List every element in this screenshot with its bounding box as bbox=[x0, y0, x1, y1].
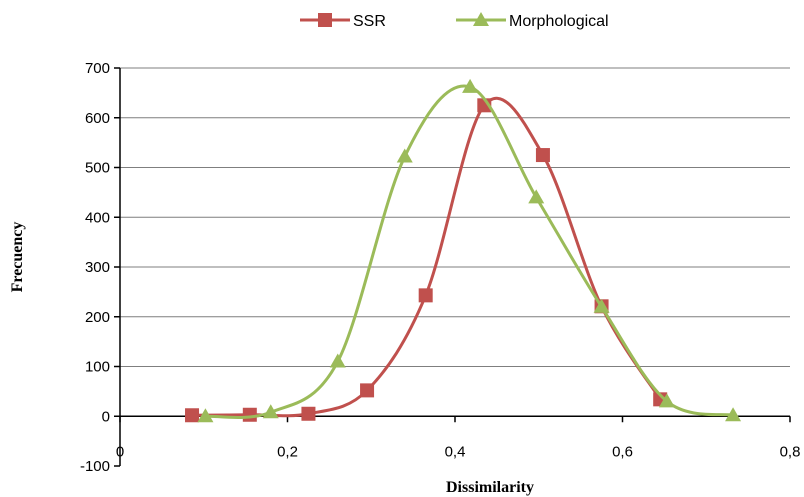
x-tick-label: 0,4 bbox=[445, 443, 466, 460]
y-tick-label: 0 bbox=[102, 408, 110, 425]
data-point-ssr bbox=[301, 406, 316, 421]
x-tick-label: 0,8 bbox=[780, 443, 801, 460]
y-tick-label: 100 bbox=[85, 359, 110, 376]
legend-marker-ssr bbox=[318, 13, 332, 27]
data-point-morphological bbox=[197, 408, 214, 423]
y-tick-label: 500 bbox=[85, 160, 110, 177]
data-point-ssr bbox=[185, 408, 200, 423]
legend-label-morphological: Morphological bbox=[509, 13, 609, 30]
data-point-morphological bbox=[462, 78, 479, 93]
data-point-ssr bbox=[535, 148, 550, 163]
data-point-morphological bbox=[329, 353, 346, 368]
data-point-morphological bbox=[593, 298, 610, 313]
gridlines bbox=[120, 67, 790, 367]
tick-labels: -100 0 100 200 300 400 500 600 700 0 0,2 0,4 0,6 0,8 bbox=[80, 60, 800, 475]
data-point-ssr bbox=[418, 288, 433, 303]
y-tick-label: 200 bbox=[85, 309, 110, 326]
legend: SSR Morphological bbox=[300, 12, 609, 30]
y-tick-label: -100 bbox=[80, 458, 110, 475]
data-point-morphological bbox=[262, 404, 279, 419]
data-point-morphological bbox=[725, 407, 742, 422]
series-ssr bbox=[185, 96, 668, 423]
legend-item-morphological: Morphological bbox=[456, 12, 609, 30]
y-tick-label: 700 bbox=[85, 60, 110, 77]
y-axis-title: Frecuency bbox=[9, 222, 26, 293]
data-point-ssr bbox=[360, 383, 375, 398]
series-morphological bbox=[197, 78, 742, 423]
axes bbox=[114, 67, 791, 467]
legend-marker-morphological bbox=[473, 12, 489, 26]
data-point-morphological bbox=[658, 393, 675, 408]
x-axis-title: Dissimilarity bbox=[446, 479, 534, 496]
x-tick-label: 0 bbox=[116, 443, 124, 460]
series-line-ssr bbox=[192, 96, 662, 418]
legend-item-ssr: SSR bbox=[300, 13, 386, 30]
series-layer bbox=[185, 78, 742, 423]
x-tick-label: 0,2 bbox=[277, 443, 298, 460]
x-tick-label: 0,6 bbox=[612, 443, 633, 460]
y-tick-label: 300 bbox=[85, 259, 110, 276]
legend-label-ssr: SSR bbox=[353, 13, 386, 30]
data-point-morphological bbox=[396, 148, 413, 163]
data-point-morphological bbox=[528, 189, 545, 204]
data-point-ssr bbox=[242, 407, 257, 422]
y-tick-label: 400 bbox=[85, 209, 110, 226]
y-tick-label: 600 bbox=[85, 110, 110, 127]
